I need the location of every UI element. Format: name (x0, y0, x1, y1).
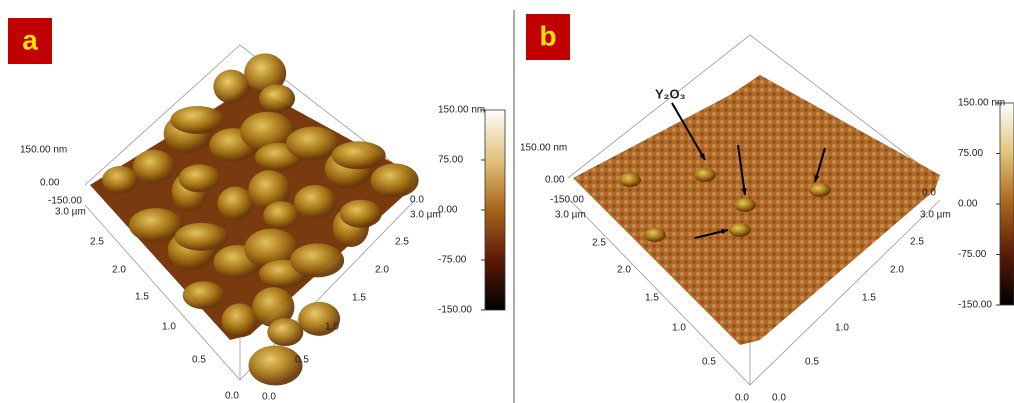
y-tick-label: 3.0 µm (555, 210, 586, 221)
y-tick-label: 1.5 (645, 293, 659, 304)
x-tick-label: 1.5 (352, 293, 366, 304)
x-tick-label: 0.5 (295, 355, 309, 366)
particle (619, 173, 641, 187)
arrow (671, 102, 706, 161)
colorbar-label: -75.00 (958, 249, 987, 260)
grain (178, 164, 221, 193)
x-tick-label: 0.0 (772, 393, 786, 403)
x-tick-label: 2.0 (375, 265, 389, 276)
panel-label-box (526, 14, 570, 60)
arrow-head (699, 153, 705, 160)
particle (734, 198, 756, 212)
colorbar-label: 75.00 (438, 155, 463, 166)
colorbar-label: 150.00 nm (958, 98, 1005, 109)
particle (644, 228, 666, 242)
grain (370, 163, 419, 198)
grain (182, 281, 225, 310)
z-tick-label: 0.00 (545, 175, 565, 186)
annotation: Y₂O₃ (655, 86, 686, 101)
y-tick-label: 2.0 (112, 265, 126, 276)
grain (244, 53, 287, 94)
grain (240, 111, 295, 152)
grain (285, 126, 340, 161)
grain (221, 303, 258, 338)
z-tick-label: 150.00 nm (520, 143, 567, 154)
y-tick-label: 0.0 (735, 393, 749, 403)
colorbar (999, 102, 1014, 306)
panel-label: b (539, 20, 556, 51)
x-tick-label: 2.0 (890, 265, 904, 276)
grain (132, 149, 175, 184)
panel-label: a (22, 24, 38, 55)
grain (102, 166, 138, 194)
y-tick-label: 0.5 (192, 355, 206, 366)
grain (290, 243, 345, 278)
arrow-head (721, 228, 728, 235)
grain (170, 106, 225, 134)
grain (248, 170, 291, 211)
y-tick-label: 3.0 µm (55, 207, 86, 218)
x-tick-label: 0.0 (262, 392, 276, 403)
x-tick-label: 2.5 (910, 237, 924, 248)
arrow-head (741, 188, 747, 195)
grain (248, 345, 303, 386)
grain (263, 201, 300, 230)
colorbar-label: 150.00 nm (438, 105, 485, 116)
x-tick-label: 1.5 (862, 293, 876, 304)
colorbar-label: 75.00 (958, 148, 983, 159)
colorbar (484, 109, 506, 311)
y-tick-label: 0.5 (702, 357, 716, 368)
x-tick-label: 3.0 µm (920, 210, 951, 221)
z-tick-label: -150.00 (550, 195, 584, 206)
x-tick-label: 2.5 (395, 237, 409, 248)
grain (259, 84, 296, 113)
grain (294, 184, 337, 219)
grain (174, 222, 229, 251)
colorbar-label: -75.00 (438, 255, 467, 266)
y-tick-label: 1.0 (672, 323, 686, 334)
x-tick-label: 0.5 (805, 357, 819, 368)
particle (809, 183, 831, 197)
grain (339, 199, 382, 228)
z-tick-label: 150.00 nm (20, 145, 67, 156)
grain (213, 69, 250, 104)
arrow-head (814, 175, 820, 182)
particle (729, 223, 751, 237)
colorbar-label: 0.00 (958, 199, 978, 210)
x-tick-label: 0.0 (410, 195, 424, 206)
grain (252, 287, 295, 328)
particle (694, 168, 716, 182)
x-tick-label: 3.0 µm (410, 210, 441, 221)
z-tick-label: 0.00 (40, 178, 60, 189)
grain (298, 301, 341, 336)
y-tick-label: 2.0 (617, 265, 631, 276)
z-tick-label: -150.00 (48, 196, 82, 207)
grain (128, 208, 183, 243)
y-tick-label: 2.5 (90, 237, 104, 248)
grain (267, 318, 304, 347)
surface (573, 75, 940, 345)
frame (84, 44, 416, 186)
grain (217, 186, 254, 221)
colorbar-label: 0.00 (438, 205, 458, 216)
y-tick-label: 0.0 (225, 391, 239, 402)
arrow (737, 144, 746, 196)
x-tick-label: 0.0 (922, 188, 936, 199)
grain (244, 228, 299, 269)
frame (567, 34, 941, 181)
colorbar-label: -150.00 (958, 300, 992, 311)
y-tick-label: 1.5 (135, 292, 149, 303)
grain (331, 141, 386, 170)
y-tick-label: 1.0 (162, 322, 176, 333)
colorbar-label: -150.00 (438, 305, 472, 316)
x-tick-label: 1.0 (325, 322, 339, 333)
x-tick-label: 1.0 (835, 323, 849, 334)
panel-label-box (8, 18, 52, 64)
y-tick-label: 2.5 (592, 238, 606, 249)
